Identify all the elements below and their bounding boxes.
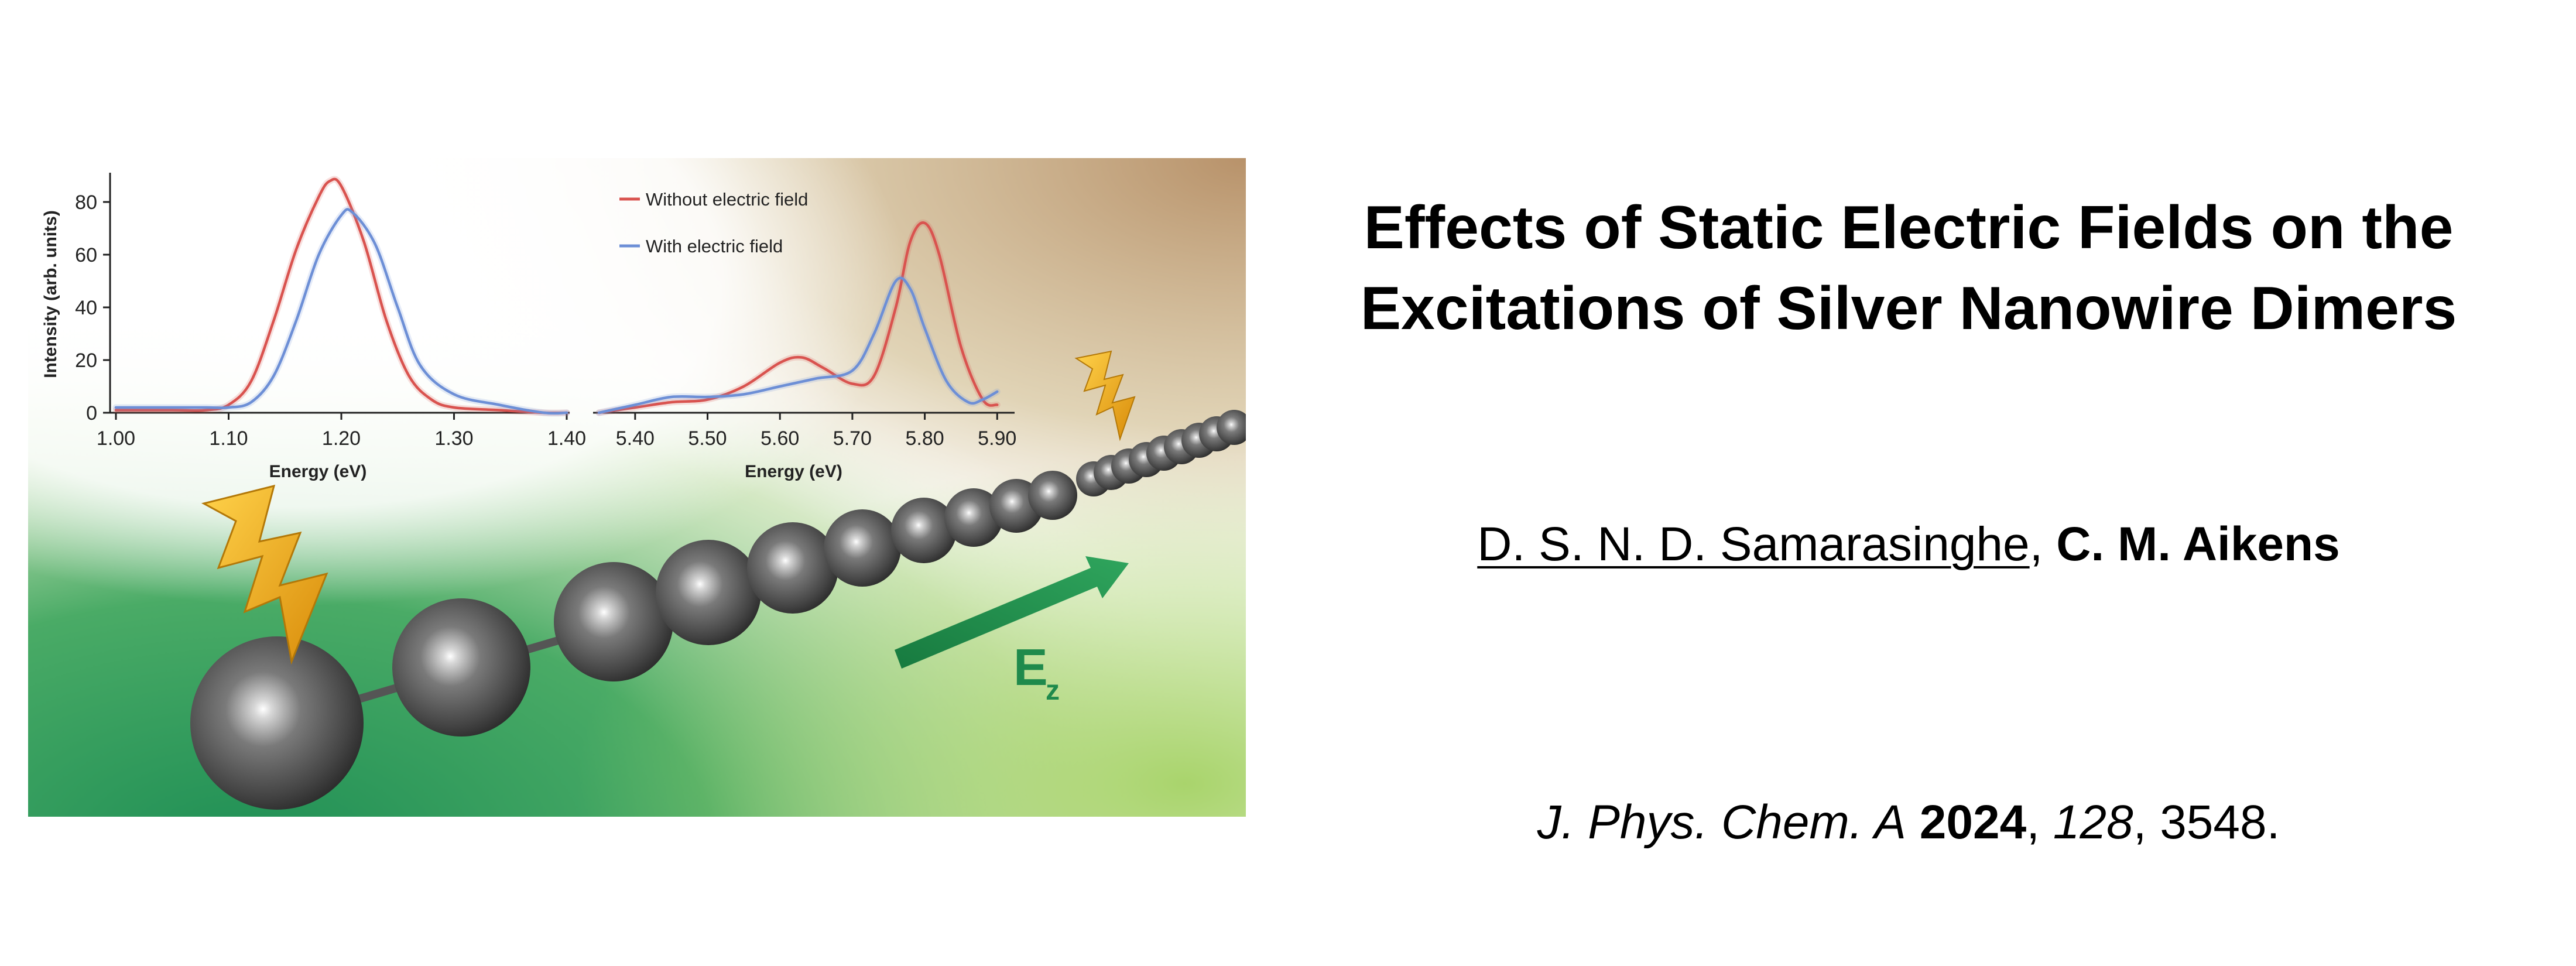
- author-separator: ,: [2029, 518, 2057, 571]
- nanowire-1-sphere-10: [1028, 471, 1077, 520]
- lightning-bolt-icon-right: [1074, 350, 1136, 441]
- nanowire-1-sphere-5: [747, 522, 838, 614]
- citation-pages: 3548.: [2160, 796, 2280, 849]
- legend-label-1: Without electric field: [646, 189, 808, 210]
- citation-sep-2: ,: [2026, 796, 2053, 849]
- electric-field-arrow-icon: [895, 556, 1129, 669]
- chart-1-y-tick-label: 0: [86, 402, 97, 424]
- chart-2-x-tick-label: 5.50: [688, 427, 727, 450]
- chart-1-x-tick-label: 1.10: [209, 427, 248, 450]
- chart-2-x-tick-label: 5.60: [761, 427, 799, 450]
- chart-1-series-2-line: [114, 208, 568, 415]
- field-label: E: [1013, 638, 1048, 696]
- chart-2: 5.40 5.50 5.60 5.70 5.80 5.90 Energy (eV) Witho…: [593, 189, 1016, 481]
- citation-volume: 128: [2053, 796, 2133, 849]
- chart-2-x-tick-label: 5.40: [616, 427, 655, 450]
- chart-2-x-tick-label: 5.70: [833, 427, 872, 450]
- toc-graphic: 1.00 1.10 1.20 1.30 1.40 Energy (eV) 0 20 40 60 80…: [28, 158, 1246, 817]
- paper-title: Effects of Static Electric Fields on the…: [1276, 187, 2541, 349]
- chart-1-y-tick-label: 40: [75, 297, 97, 319]
- nanowire-1-sphere-1: [190, 636, 364, 810]
- legend-label-2: With electric field: [646, 236, 783, 256]
- chart-1-y-tick-label: 60: [75, 244, 97, 266]
- nanowire-1-sphere-4: [656, 540, 761, 645]
- citation: J. Phys. Chem. A 2024, 128, 3548.: [1276, 793, 2541, 852]
- paper-title-line-2: Excitations of Silver Nanowire Dimers: [1360, 275, 2457, 342]
- chart-1-x-tick-label: 1.30: [434, 427, 473, 450]
- chart-1-x-tick-label: 1.20: [322, 427, 361, 450]
- chart-2-series-2-line: [597, 276, 999, 415]
- chart-2-series-1-line: [597, 221, 999, 415]
- nanowire-2-sphere-9: [1217, 410, 1246, 445]
- chart-1-x-tick-label: 1.40: [547, 427, 586, 450]
- chart-1-y-tick-label: 20: [75, 350, 97, 372]
- chart-1: 1.00 1.10 1.20 1.30 1.40 Energy (eV) 0 20 40 60 80…: [41, 173, 586, 481]
- nanowire-1-sphere-2: [392, 598, 530, 737]
- author-2: C. M. Aikens: [2056, 518, 2340, 571]
- nanowire-1-sphere-6: [824, 509, 901, 587]
- paper-title-line-1: Effects of Static Electric Fields on the: [1364, 194, 2454, 262]
- nanowire-1-sphere-8: [944, 488, 1003, 547]
- chart-2-x-tick-label: 5.90: [978, 427, 1016, 450]
- chart-1-y-tick-label: 80: [75, 191, 97, 214]
- chart-1-x-tick-label: 1.00: [97, 427, 135, 450]
- author-list: D. S. N. D. Samarasinghe, C. M. Aikens: [1276, 515, 2541, 574]
- lightning-bolt-icon-left: [201, 484, 328, 665]
- field-label-subscript: z: [1046, 675, 1060, 706]
- nanowire-1-sphere-3: [554, 562, 673, 681]
- citation-journal: J. Phys. Chem. A: [1537, 796, 1906, 849]
- chart-1-x-axis-label: Energy (eV): [269, 462, 367, 481]
- spectra-charts: 1.00 1.10 1.20 1.30 1.40 Energy (eV) 0 20 40 60 80…: [41, 173, 1016, 481]
- nanowire-1-sphere-7: [891, 498, 957, 563]
- chart-2-x-tick-label: 5.80: [905, 427, 944, 450]
- citation-sep-3: ,: [2133, 796, 2160, 849]
- chart-1-series-1-line: [114, 177, 568, 415]
- chart-1-y-axis-label: Intensity (arb. units): [41, 210, 60, 378]
- author-1: D. S. N. D. Samarasinghe: [1477, 518, 2030, 571]
- chart-2-x-axis-label: Energy (eV): [745, 462, 842, 481]
- nanowire-dimer: [190, 410, 1246, 810]
- toc-graphic-svg: 1.00 1.10 1.20 1.30 1.40 Energy (eV) 0 20 40 60 80…: [28, 158, 1246, 817]
- citation-sep-1: [1906, 796, 1920, 849]
- citation-year: 2024: [1919, 796, 2027, 849]
